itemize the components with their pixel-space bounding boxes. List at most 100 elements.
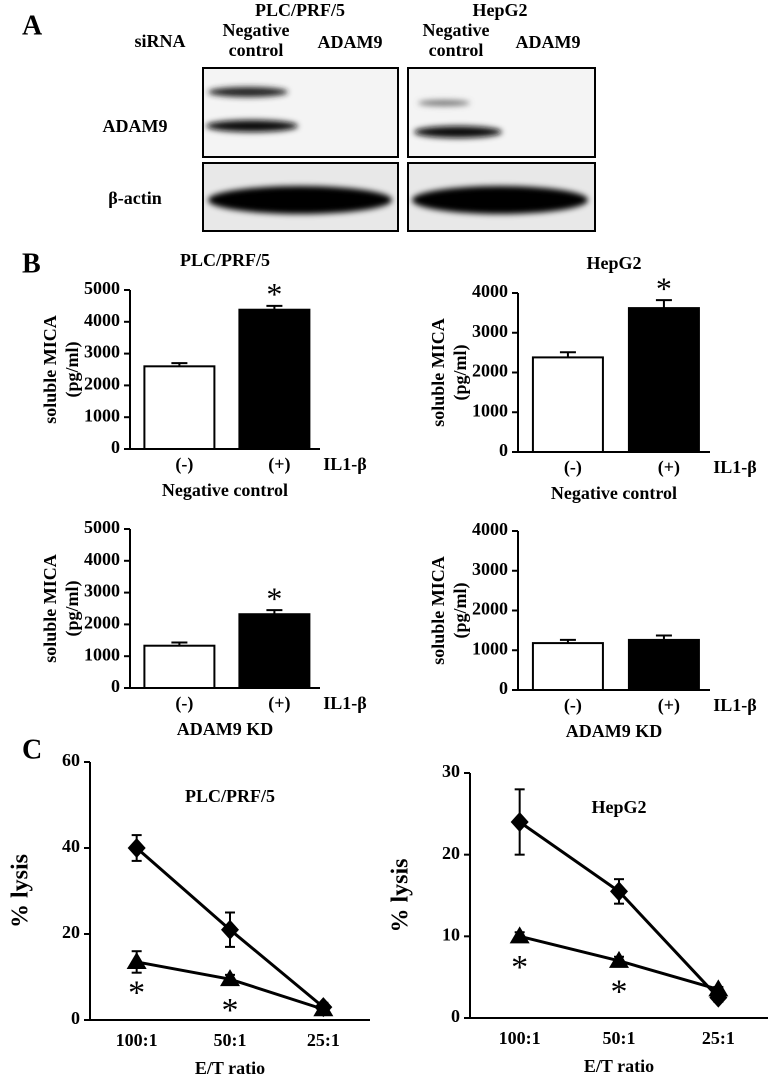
y-tick-label: 3000 <box>84 342 120 362</box>
row-label: β-actin <box>108 188 161 208</box>
x-tick-label: 100:1 <box>116 1030 158 1050</box>
y-tick-label: 3000 <box>84 581 120 601</box>
y-tick-label: 20 <box>442 843 460 863</box>
bar <box>238 613 311 689</box>
x-tick-label: 25:1 <box>307 1030 340 1050</box>
band <box>418 100 470 106</box>
bar <box>143 365 216 451</box>
y-tick-label: 4000 <box>472 519 508 539</box>
x-tick-label: (-) <box>175 693 193 714</box>
x-tick-label: (-) <box>564 457 582 478</box>
lane-label: ADAM9 <box>318 32 383 52</box>
y-tick-label: 4000 <box>472 281 508 301</box>
y-tick-label: 1000 <box>84 644 120 664</box>
y-axis-label: soluble MICA <box>428 556 448 665</box>
category-label: IL1-β <box>713 457 757 477</box>
band <box>208 186 392 214</box>
y-axis-label: soluble MICA <box>428 318 448 427</box>
x-tick-label: (+) <box>658 695 680 716</box>
series-line <box>518 820 720 999</box>
western-blot <box>202 67 596 232</box>
marker <box>221 919 239 940</box>
y-tick-label: 20 <box>62 922 80 942</box>
y-tick-label: 4000 <box>84 310 120 330</box>
blot-frame <box>407 67 596 158</box>
chart-title: HepG2 <box>591 797 646 817</box>
marker <box>509 926 530 944</box>
panel-label: A <box>22 10 43 41</box>
marker <box>610 881 628 902</box>
marker <box>220 969 240 987</box>
band <box>412 186 588 214</box>
significance-marker: * <box>656 270 672 306</box>
chart-title: PLC/PRF/5 <box>185 786 275 806</box>
x-axis-label: Negative control <box>162 480 288 500</box>
category-label: IL1-β <box>323 454 367 474</box>
chart-title: PLC/PRF/5 <box>180 250 270 270</box>
x-tick-label: 25:1 <box>702 1028 735 1048</box>
cell-line: HepG2 <box>472 0 527 20</box>
y-tick-label: 2000 <box>84 374 120 394</box>
y-tick-label: 10 <box>442 924 460 944</box>
marker <box>708 979 729 997</box>
band <box>414 126 502 138</box>
y-tick-label: 3000 <box>472 559 508 579</box>
x-axis-label: E/T ratio <box>584 1056 654 1076</box>
panel-label: B <box>22 248 41 279</box>
band <box>206 120 298 132</box>
x-tick-label: (+) <box>268 693 290 714</box>
x-tick-label: (+) <box>268 454 290 475</box>
lane-label: Negative <box>423 20 490 40</box>
lane-label: control <box>429 40 484 60</box>
y-axis-label: soluble MICA <box>40 315 60 424</box>
y-tick-label: 2000 <box>472 361 508 381</box>
y-axis-label: soluble MICA <box>40 554 60 663</box>
y-axis-label: % lysis <box>388 858 414 932</box>
y-tick-label: 5000 <box>84 517 120 537</box>
marker <box>126 951 147 969</box>
y-tick-label: 60 <box>62 750 80 770</box>
x-axis-label: E/T ratio <box>195 1058 265 1078</box>
significance-marker: * <box>266 276 282 312</box>
panel-label: C <box>22 734 42 765</box>
lane-label: control <box>229 40 284 60</box>
y-axis-label: % lysis <box>8 854 34 928</box>
y-tick-label: 1000 <box>472 400 508 420</box>
blot-bands <box>206 87 588 214</box>
x-tick-label: 50:1 <box>214 1030 247 1050</box>
y-tick-label: 0 <box>451 1006 460 1026</box>
y-tick-label: 1000 <box>472 638 508 658</box>
marker <box>127 838 146 858</box>
y-tick-label: 0 <box>111 437 120 457</box>
y-tick-label: 1000 <box>84 405 120 425</box>
y-tick-label: 0 <box>111 676 120 696</box>
x-tick-label: 100:1 <box>499 1028 541 1048</box>
cell-line: PLC/PRF/5 <box>255 0 345 20</box>
y-axis-label: (pg/ml) <box>450 344 471 400</box>
marker <box>313 999 334 1017</box>
y-tick-label: 40 <box>62 836 80 856</box>
bar <box>531 356 604 453</box>
lane-label: ADAM9 <box>516 32 581 52</box>
y-tick-label: 3000 <box>472 321 508 341</box>
bar <box>531 642 604 691</box>
chart-title: HepG2 <box>586 253 641 273</box>
y-tick-label: 4000 <box>84 549 120 569</box>
significance-marker: * <box>222 992 239 1029</box>
lane-label: Negative <box>223 20 290 40</box>
y-tick-label: 0 <box>71 1008 80 1028</box>
category-label: IL1-β <box>713 695 757 715</box>
y-axis-label: (pg/ml) <box>62 341 83 397</box>
bar <box>143 644 216 689</box>
x-tick-label: (-) <box>175 454 193 475</box>
x-tick-label: (-) <box>564 695 582 716</box>
row-label: ADAM9 <box>103 116 168 136</box>
y-tick-label: 2000 <box>472 599 508 619</box>
significance-marker: * <box>266 580 282 616</box>
y-tick-label: 0 <box>499 678 508 698</box>
bar <box>627 307 700 454</box>
x-tick-label: 50:1 <box>603 1028 636 1048</box>
row-header: siRNA <box>134 31 185 51</box>
band <box>208 87 288 97</box>
